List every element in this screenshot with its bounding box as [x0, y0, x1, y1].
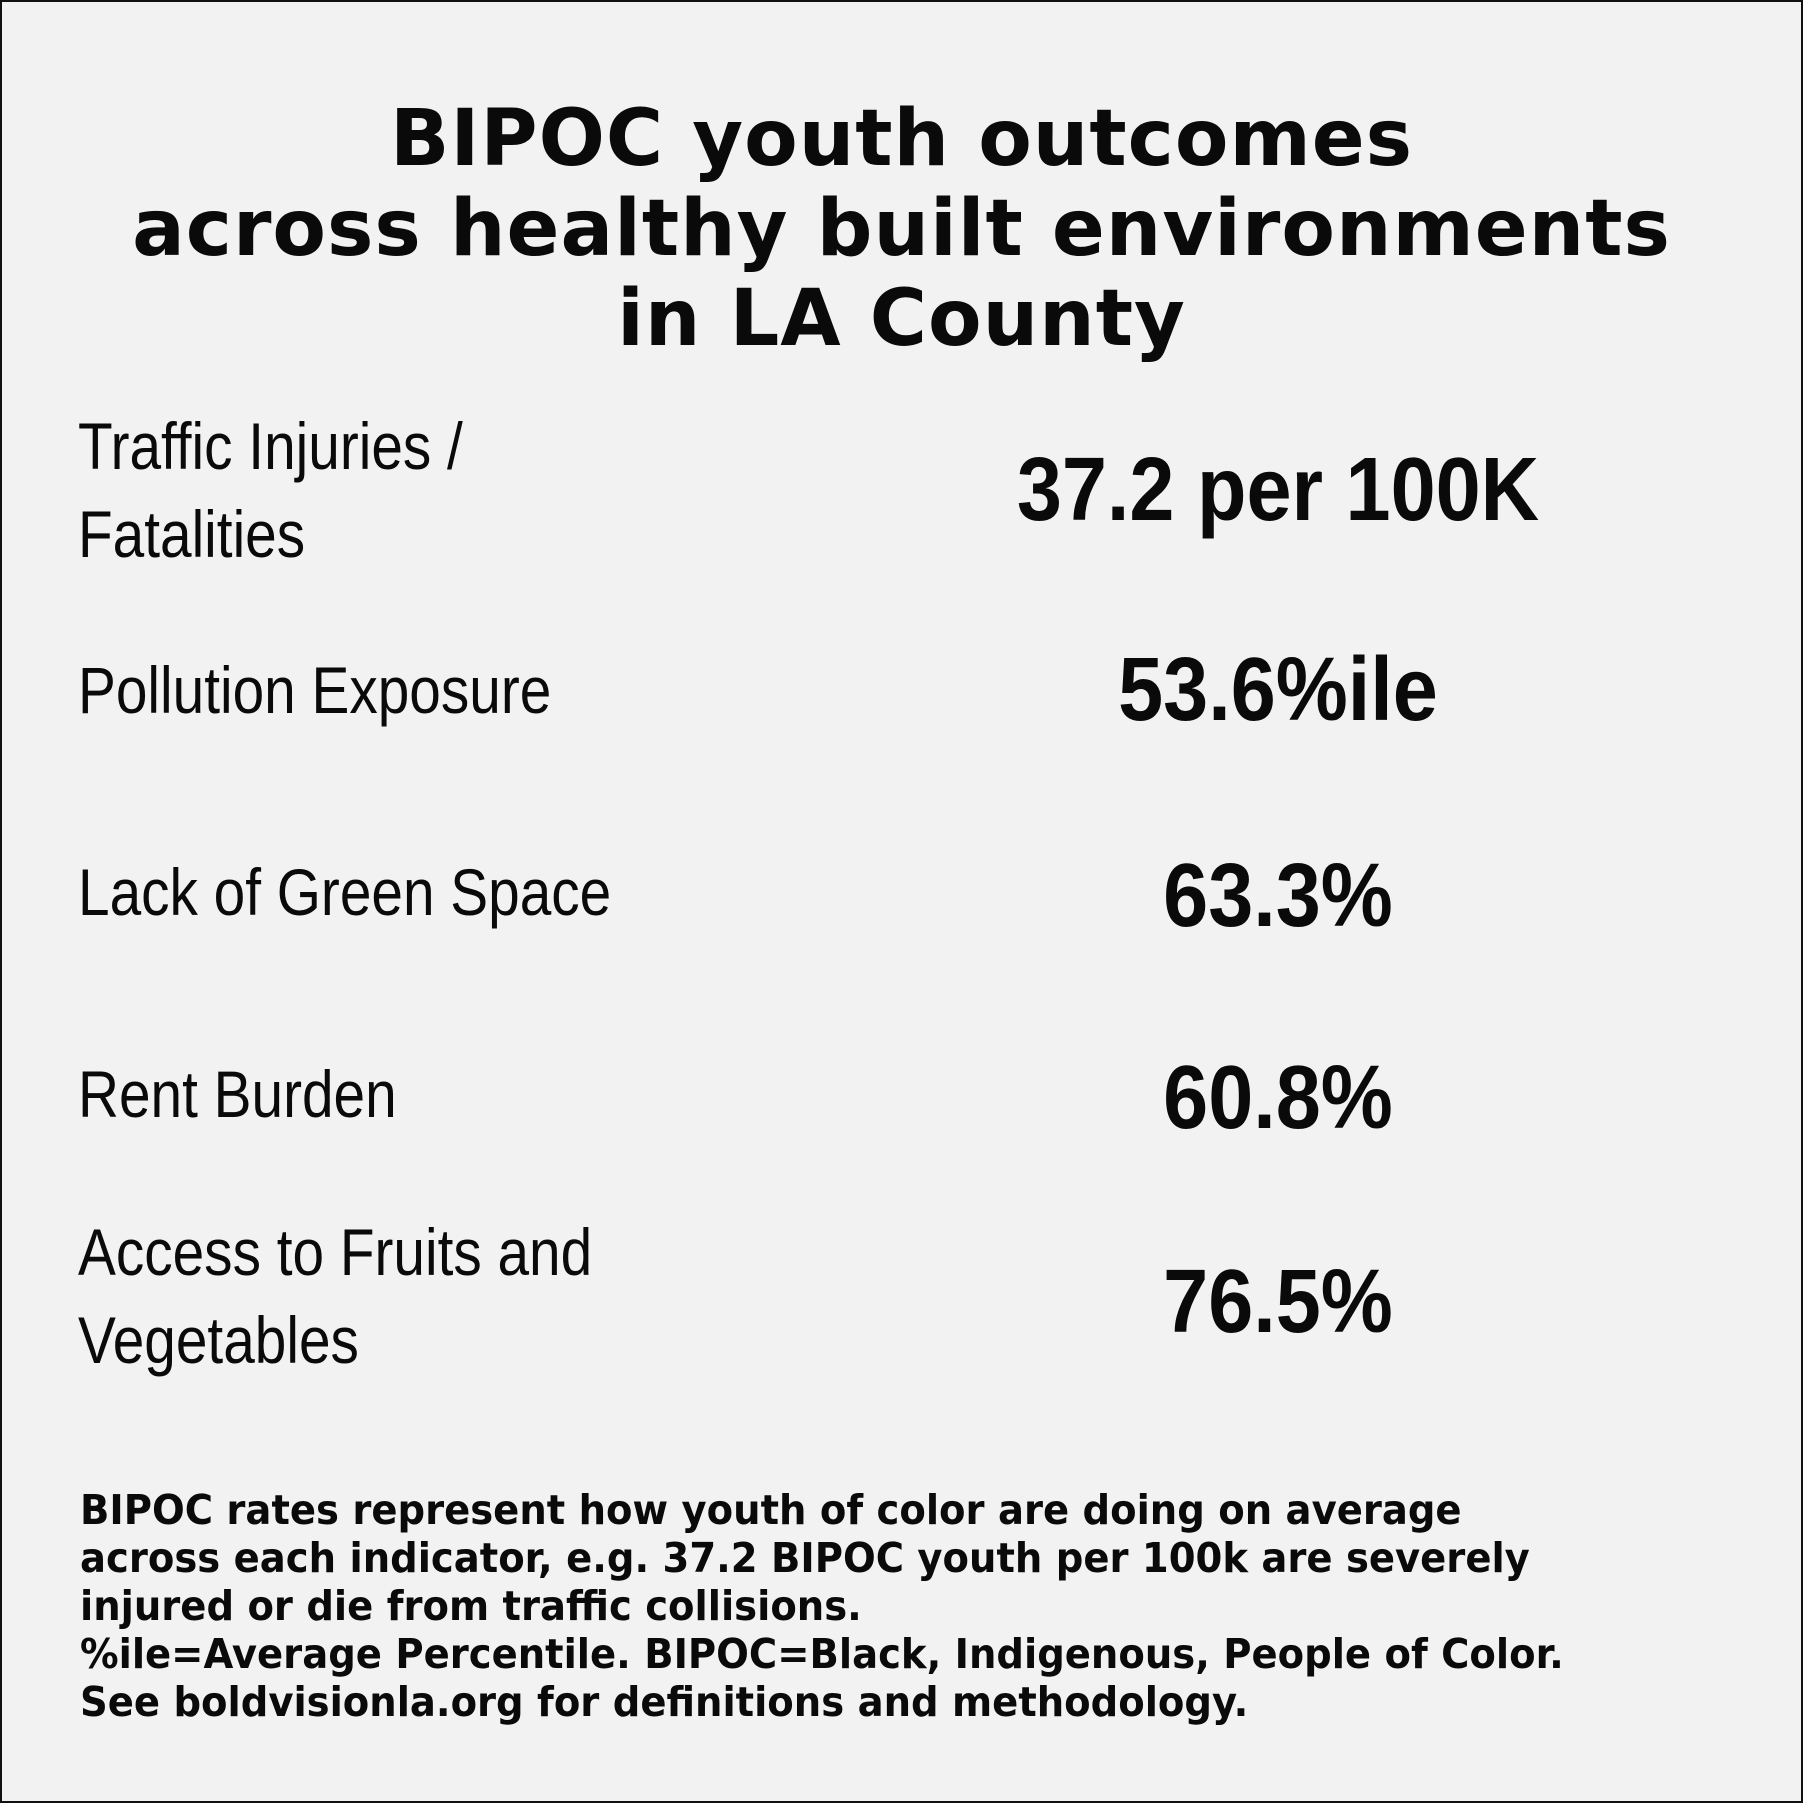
title-line-2: across healthy built environments — [132, 184, 1671, 274]
indicator-value-fruits-vegetables: 76.5% — [1163, 1252, 1393, 1352]
footnote-line-4: %ile=Average Percentile. BIPOC=Black, In… — [80, 1630, 1564, 1678]
footnote-line-1: BIPOC rates represent how youth of color… — [80, 1486, 1462, 1534]
title-line-1: BIPOC youth outcomes — [389, 94, 1414, 184]
footnote-line-3: injured or die from traffic collisions. — [80, 1582, 862, 1630]
title-line-3: in LA County — [617, 274, 1186, 364]
indicator-value-traffic: 37.2 per 100K — [1016, 440, 1540, 540]
indicator-label-pollution: Pollution Exposure — [78, 653, 552, 727]
page-title: BIPOC youth outcomes across healthy buil… — [2, 94, 1801, 364]
indicator-row-fruits-vegetables: Access to Fruits and Vegetables 76.5% — [78, 1208, 1738, 1388]
footnote-line-2: across each indicator, e.g. 37.2 BIPOC y… — [80, 1534, 1530, 1582]
indicator-label-traffic: Traffic Injuries / Fatalities — [78, 409, 463, 571]
indicator-value-rent-burden: 60.8% — [1163, 1048, 1393, 1148]
indicator-row-rent-burden: Rent Burden 60.8% — [78, 1048, 1738, 1150]
indicator-row-pollution: Pollution Exposure 53.6%ile — [78, 640, 1738, 746]
indicator-value-green-space: 63.3% — [1163, 846, 1393, 946]
indicator-row-green-space: Lack of Green Space 63.3% — [78, 846, 1738, 948]
indicator-value-pollution: 53.6%ile — [1118, 640, 1438, 740]
footnote-line-5: See boldvisionla.org for definitions and… — [80, 1678, 1249, 1726]
indicator-label-green-space: Lack of Green Space — [78, 855, 612, 929]
indicator-label-fruits-vegetables: Access to Fruits and Vegetables — [78, 1215, 593, 1377]
footnote: BIPOC rates represent how youth of color… — [80, 1486, 1640, 1726]
indicator-label-rent-burden: Rent Burden — [78, 1057, 397, 1131]
indicator-row-traffic: Traffic Injuries / Fatalities 37.2 per 1… — [78, 402, 1738, 582]
